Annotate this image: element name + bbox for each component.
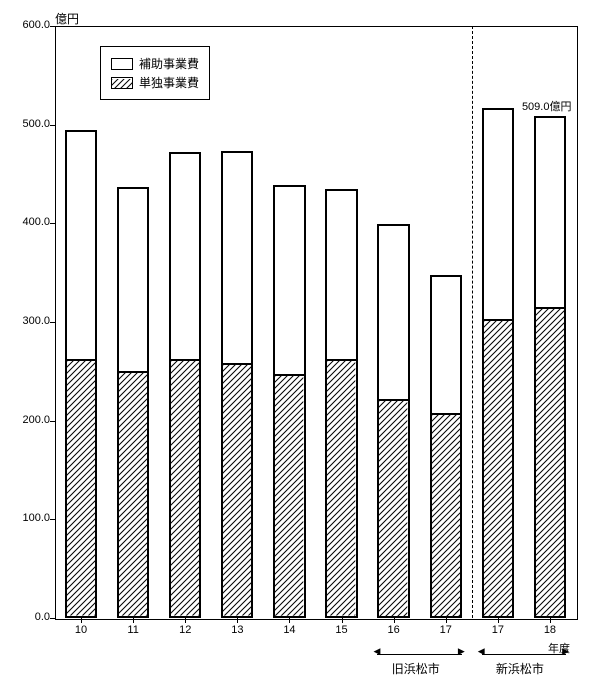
bar-segment-bottom xyxy=(482,319,514,618)
x-tick-label: 18 xyxy=(535,624,565,636)
bar-segment-bottom xyxy=(65,359,97,618)
legend-label: 単独事業費 xyxy=(139,74,199,91)
y-tick-label: 400.0 xyxy=(10,216,50,228)
y-tick-label: 200.0 xyxy=(10,414,50,426)
x-tick xyxy=(133,618,134,623)
y-tick xyxy=(50,519,55,520)
x-tick xyxy=(289,618,290,623)
bar-segment-bottom xyxy=(377,399,409,618)
legend-row: 単独事業費 xyxy=(111,74,199,91)
bar-segment-bottom xyxy=(430,413,462,618)
y-tick-label: 600.0 xyxy=(10,19,50,31)
value-annotation: 509.0億円 xyxy=(522,98,572,114)
x-tick-label: 11 xyxy=(118,624,148,636)
region-label: 新浜松市 xyxy=(496,660,544,677)
bar-segment-top xyxy=(430,275,462,415)
arrow-left-icon: ◀ xyxy=(478,647,485,656)
y-tick-label: 500.0 xyxy=(10,118,50,130)
y-tick xyxy=(50,223,55,224)
bracket-line xyxy=(377,654,461,655)
x-tick xyxy=(498,618,499,623)
chart-container: 億円 0.0 100.0 200.0 300.0 400.0 500.0 600.0 10 1… xyxy=(0,0,590,685)
legend-row: 補助事業費 xyxy=(111,55,199,72)
x-tick-label: 12 xyxy=(170,624,200,636)
y-tick xyxy=(50,125,55,126)
x-tick xyxy=(394,618,395,623)
legend-label: 補助事業費 xyxy=(139,55,199,72)
bar-segment-bottom xyxy=(534,307,566,618)
y-tick xyxy=(50,26,55,27)
y-tick-label: 100.0 xyxy=(10,512,50,524)
x-tick xyxy=(237,618,238,623)
x-tick-label: 17 xyxy=(431,624,461,636)
bar-segment-top xyxy=(117,187,149,374)
x-tick xyxy=(185,618,186,623)
bar-segment-top xyxy=(534,116,566,309)
bar-segment-bottom xyxy=(169,359,201,618)
bar-segment-top xyxy=(273,185,305,376)
legend: 補助事業費 単独事業費 xyxy=(100,46,210,100)
bar-segment-top xyxy=(221,151,253,365)
x-tick-label: 10 xyxy=(66,624,96,636)
bar-segment-top xyxy=(169,152,201,361)
arrow-left-icon: ◀ xyxy=(373,647,380,656)
x-tick-label: 16 xyxy=(379,624,409,636)
bar-segment-top xyxy=(65,130,97,362)
y-tick-label: 300.0 xyxy=(10,315,50,327)
arrow-right-icon: ▶ xyxy=(562,647,569,656)
x-tick xyxy=(342,618,343,623)
y-tick xyxy=(50,421,55,422)
y-axis-title: 億円 xyxy=(55,10,79,27)
bar-segment-top xyxy=(377,224,409,401)
x-tick xyxy=(81,618,82,623)
region-label: 旧浜松市 xyxy=(392,660,440,677)
x-tick-label: 13 xyxy=(222,624,252,636)
legend-swatch-hatch xyxy=(111,77,133,89)
bar-segment-bottom xyxy=(221,363,253,618)
x-tick-label: 17 xyxy=(483,624,513,636)
y-tick xyxy=(50,322,55,323)
bar-segment-top xyxy=(325,189,357,362)
bar-segment-bottom xyxy=(325,359,357,618)
x-tick xyxy=(446,618,447,623)
x-tick-label: 15 xyxy=(327,624,357,636)
y-tick-label: 0.0 xyxy=(10,611,50,623)
x-tick-label: 14 xyxy=(274,624,304,636)
x-tick xyxy=(550,618,551,623)
arrow-right-icon: ▶ xyxy=(458,647,465,656)
bar-segment-top xyxy=(482,108,514,321)
bar-segment-bottom xyxy=(273,374,305,618)
legend-swatch-solid xyxy=(111,58,133,70)
bracket-line xyxy=(482,654,566,655)
y-tick xyxy=(50,618,55,619)
region-divider xyxy=(472,26,473,618)
bar-segment-bottom xyxy=(117,371,149,618)
